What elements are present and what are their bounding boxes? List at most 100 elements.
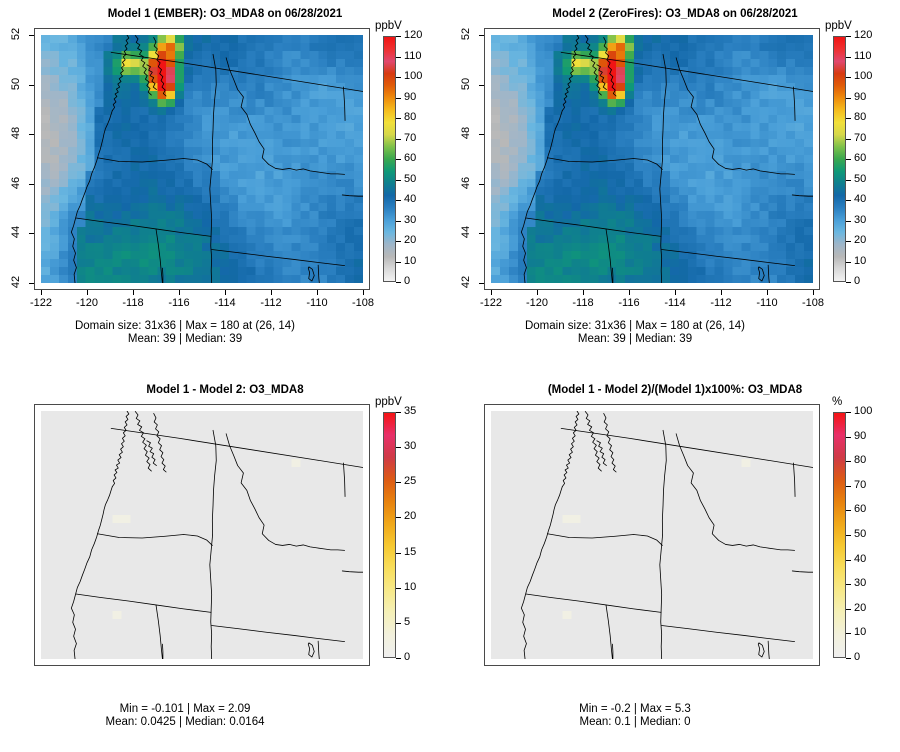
panel2-colorbar-tick — [846, 138, 851, 140]
panel2-caption-line2: Mean: 39 | Median: 39 — [577, 333, 693, 345]
panel1-colorbar-tick — [396, 138, 401, 140]
panel2-xtick-label: -122 — [479, 297, 503, 309]
panel2-colorbar-label: 40 — [854, 193, 867, 205]
panel1-map-raster — [41, 35, 363, 283]
panel-model2: Model 2 (ZeroFires): O3_MDA8 on 06/28/20… — [450, 0, 900, 376]
panel3-colorbar-unit-label: ppbV — [375, 396, 402, 408]
panel4-colorbar-tick — [846, 658, 851, 659]
panel1-xtick — [317, 290, 318, 295]
panel4-colorbar-label: 0 — [854, 651, 861, 663]
panel2-ytick — [479, 134, 484, 136]
panel2-colorbar-label: 50 — [854, 172, 867, 185]
panel1-colorbar-tick — [396, 220, 401, 222]
panel1-caption: Domain size: 31x36 | Max = 180 at (26, 1… — [0, 320, 370, 346]
panel2-ytick — [479, 84, 484, 86]
panel4-colorbar-label: 30 — [854, 577, 867, 590]
panel1-colorbar-label: 100 — [404, 70, 423, 82]
panel1-colorbar-tick — [396, 261, 401, 263]
panel3-colorbar-label: 25 — [404, 475, 417, 488]
panel2-caption: Domain size: 31x36 | Max = 180 at (26, 1… — [450, 320, 820, 346]
panel4-colorbar-label: 100 — [854, 405, 873, 417]
panel-percent-difference: (Model 1 - Model 2)/(Model 1)x100%: O3_M… — [450, 376, 900, 752]
panel2-colorbar-label: 20 — [854, 234, 867, 246]
panel2-colorbar-tick — [846, 159, 851, 160]
panel4-caption: Min = -0.2 | Max = 5.3 Mean: 0.1 | Median… — [450, 703, 820, 729]
panel2-xtick-label: -112 — [710, 297, 732, 309]
panel1-xtick — [363, 290, 364, 295]
panel4-colorbar — [833, 412, 846, 658]
panel4-colorbar-label: 70 — [854, 478, 867, 491]
panel1-colorbar — [383, 36, 396, 282]
panel3-map-raster — [41, 411, 363, 659]
panel4-colorbar-label: 90 — [854, 429, 867, 442]
panel2-colorbar-tick — [846, 77, 851, 78]
panel1-colorbar-tick — [396, 36, 401, 37]
panel4-map-raster — [491, 411, 813, 659]
panel2-ytick-label: 42 — [460, 275, 472, 289]
panel4-colorbar-tick — [846, 485, 851, 487]
panel1-ytick — [29, 283, 34, 284]
panel2-xtick — [813, 290, 814, 295]
panel2-xtick-label: -108 — [801, 297, 825, 309]
panel2-title: Model 2 (ZeroFires): O3_MDA8 on 06/28/20… — [552, 8, 798, 20]
panel1-colorbar-label: 40 — [404, 193, 417, 205]
panel3-colorbar — [383, 412, 396, 658]
panel3-colorbar-label: 10 — [404, 580, 417, 593]
panel3-colorbar-label: 35 — [404, 405, 417, 417]
panel2-colorbar-tick — [846, 282, 851, 283]
panel1-colorbar-label: 110 — [404, 49, 422, 62]
panel1-xtick-label: -122 — [29, 297, 53, 309]
panel2-caption-line1: Domain size: 31x36 | Max = 180 at (26, 1… — [524, 320, 745, 332]
panel1-ytick-label: 46 — [10, 176, 22, 189]
panel2-ytick-label: 52 — [460, 27, 472, 41]
panel2-colorbar-unit-label: ppbV — [825, 20, 852, 32]
panel2-xtick — [721, 290, 722, 295]
panel4-plot-frame — [484, 404, 820, 666]
panel3-plot-frame — [34, 404, 370, 666]
panel4-colorbar-tick — [846, 608, 851, 610]
panel1-colorbar-label: 60 — [404, 152, 417, 164]
panel2-ytick — [479, 283, 484, 284]
panel4-title: (Model 1 - Model 2)/(Model 1)x100%: O3_M… — [547, 384, 803, 396]
panel1-xtick-label: -112 — [260, 297, 282, 309]
panel2-ytick — [479, 35, 484, 36]
panel1-colorbar-label: 90 — [404, 90, 417, 103]
panel3-colorbar-label: 0 — [404, 651, 411, 663]
panel1-caption-line2: Mean: 39 | Median: 39 — [127, 333, 243, 345]
panel1-colorbar-tick — [396, 200, 401, 201]
panel1-xtick-label: -114 — [214, 297, 236, 309]
panel1-plot-frame — [34, 28, 370, 290]
panel3-colorbar-tick — [396, 552, 401, 554]
panel2-colorbar-tick — [846, 220, 851, 222]
panel1-colorbar-label: 20 — [404, 234, 417, 246]
panel3-colorbar-tick — [396, 412, 401, 413]
panel1-colorbar-tick — [396, 77, 401, 78]
panel1-colorbar-label: 0 — [404, 275, 411, 287]
panel2-xtick — [491, 290, 492, 295]
panel2-xtick-label: -120 — [525, 297, 549, 309]
panel-model1: Model 1 (EMBER): O3_MDA8 on 06/28/2021 -… — [0, 0, 450, 376]
panel4-colorbar-tick — [846, 461, 851, 463]
panel1-ytick — [29, 84, 34, 86]
panel4-colorbar-unit-label: % — [832, 396, 843, 408]
panel3-colorbar-tick — [396, 517, 401, 519]
panel1-colorbar-tick — [396, 179, 401, 181]
panel2-colorbar-tick — [846, 56, 851, 58]
panel1-xtick-label: -110 — [306, 297, 328, 309]
panel2-colorbar-label: 120 — [854, 29, 873, 41]
panel2-colorbar-label: 110 — [854, 49, 872, 62]
panel4-colorbar-label: 50 — [854, 528, 867, 540]
panel4-colorbar-label: 60 — [854, 503, 867, 516]
panel2-xtick — [629, 290, 630, 295]
panel3-colorbar-tick — [396, 447, 401, 449]
panel1-colorbar-label: 10 — [404, 254, 417, 267]
panel2-colorbar-tick — [846, 179, 851, 181]
panel3-colorbar-tick — [396, 622, 401, 624]
panel4-colorbar-label: 40 — [854, 552, 867, 565]
panel2-ytick-label: 44 — [460, 226, 472, 239]
panel1-xtick-label: -118 — [122, 297, 144, 309]
panel1-xtick — [179, 290, 180, 295]
panel2-colorbar-label: 80 — [854, 111, 867, 123]
panel2-colorbar-label: 0 — [854, 275, 861, 287]
panel4-raster-canvas — [491, 411, 813, 659]
